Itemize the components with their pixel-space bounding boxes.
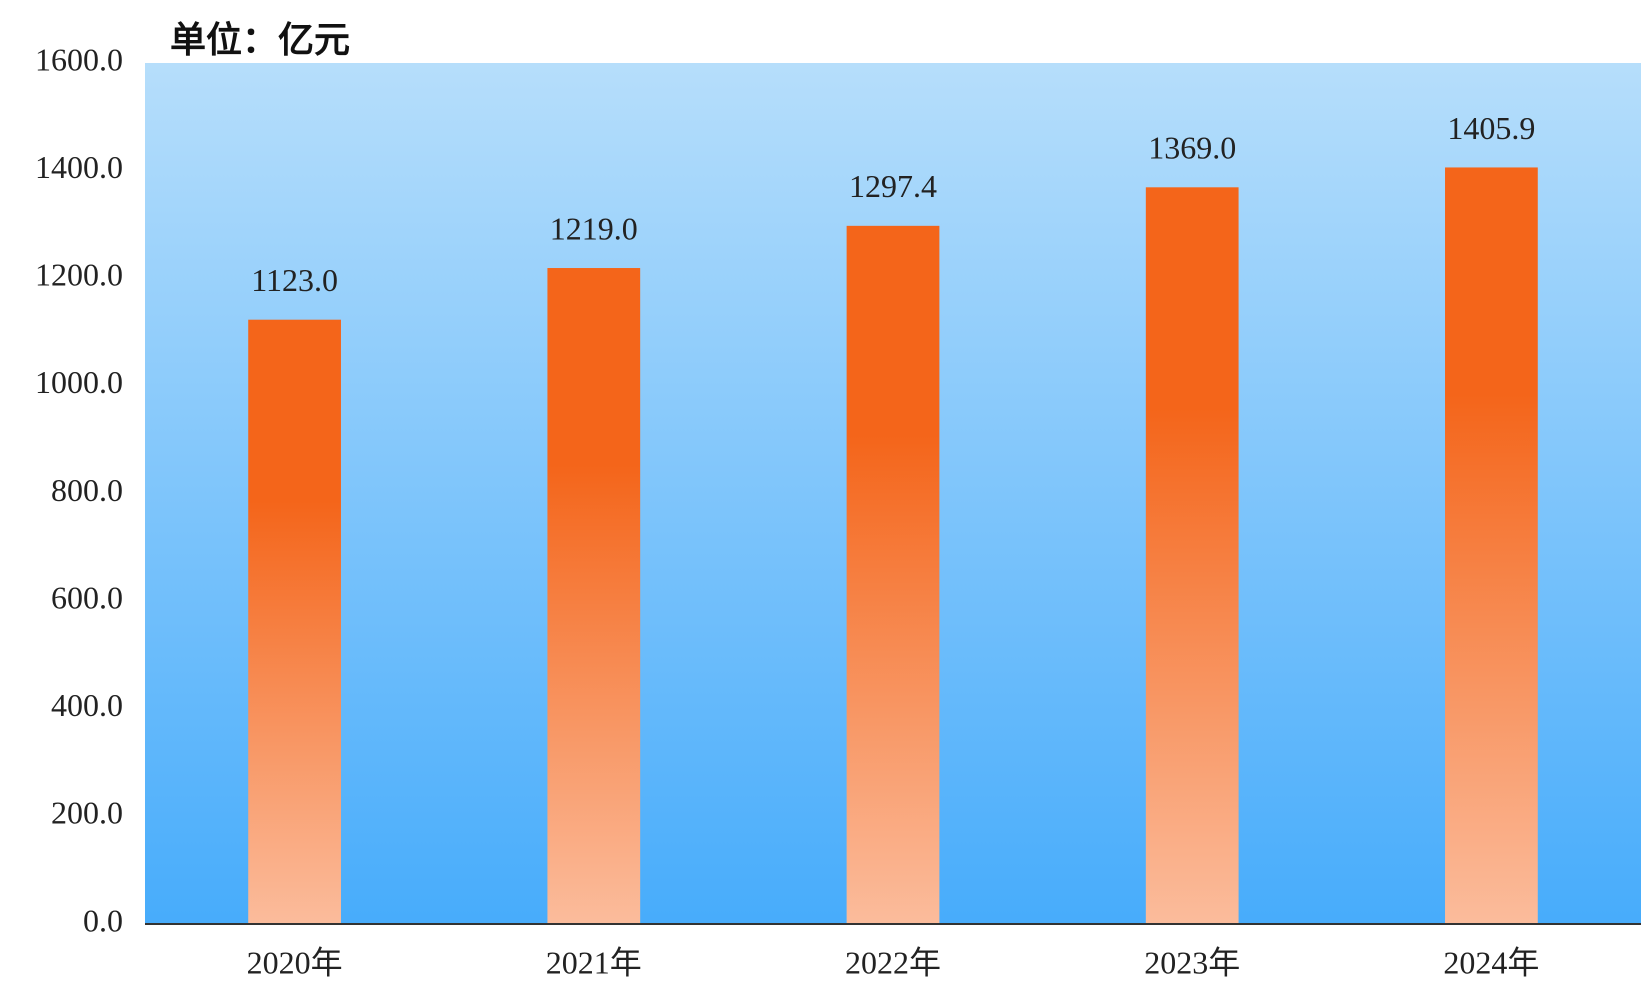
x-tick-label: 2020年 — [247, 944, 343, 980]
chart-title: 单位：亿元 — [170, 20, 350, 61]
y-tick-label: 1200.0 — [35, 257, 123, 293]
value-label: 1369.0 — [1148, 130, 1236, 166]
value-label: 1297.4 — [849, 168, 937, 204]
y-tick-label: 200.0 — [51, 795, 123, 831]
bar — [846, 225, 940, 925]
y-tick-label: 0.0 — [83, 902, 123, 938]
x-tick-label: 2023年 — [1144, 944, 1240, 980]
value-label: 1405.9 — [1447, 110, 1535, 146]
y-tick-label: 1400.0 — [35, 149, 123, 185]
x-tick-label: 2021年 — [546, 944, 642, 980]
value-label: 1219.0 — [550, 210, 638, 246]
y-tick-label: 1600.0 — [35, 41, 123, 77]
y-tick-label: 1000.0 — [35, 364, 123, 400]
x-tick-label: 2022年 — [845, 944, 941, 980]
y-tick-label: 600.0 — [51, 579, 123, 615]
bar — [248, 319, 341, 924]
bar — [1445, 167, 1538, 924]
bar — [1145, 187, 1239, 924]
value-label: 1123.0 — [251, 262, 338, 298]
y-tick-label: 800.0 — [51, 472, 123, 508]
x-tick-label: 2024年 — [1443, 944, 1539, 980]
y-tick-label: 400.0 — [51, 687, 123, 723]
bar — [547, 268, 641, 924]
